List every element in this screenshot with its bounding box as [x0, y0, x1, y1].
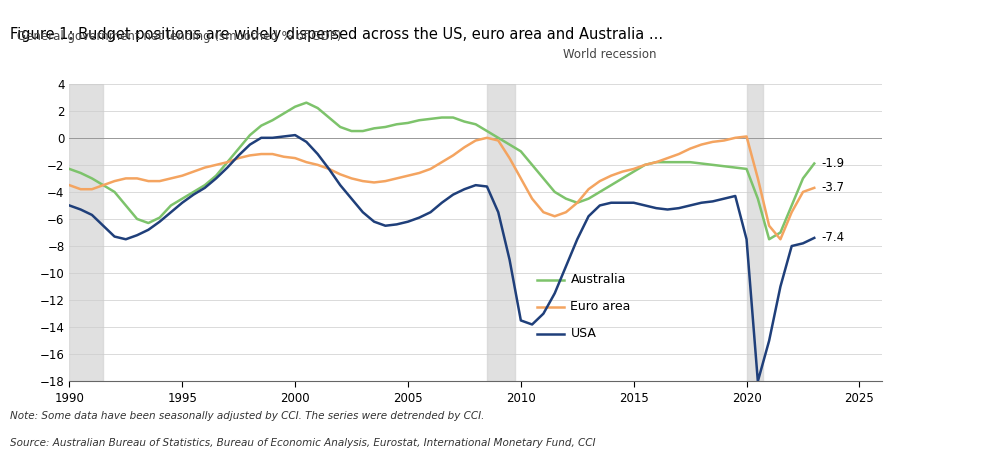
Text: World recession: World recession	[564, 48, 657, 61]
Bar	[69, 84, 103, 381]
Text: Note: Some data have been seasonally adjusted by CCI. The series were detrended : Note: Some data have been seasonally adj…	[10, 411, 485, 420]
Bar	[487, 84, 515, 381]
Text: Figure 1: Budget positions are widely dispersed across the US, euro area and Aus: Figure 1: Budget positions are widely di…	[10, 27, 663, 42]
Text: -1.9: -1.9	[821, 157, 844, 170]
Text: USA: USA	[571, 327, 597, 340]
Text: -3.7: -3.7	[821, 181, 844, 194]
Text: General government net lending (smoothed % of GDP): General government net lending (smoothed…	[17, 30, 341, 43]
Text: -7.4: -7.4	[821, 232, 844, 245]
Text: Euro area: Euro area	[571, 300, 631, 313]
Text: Australia: Australia	[571, 273, 626, 286]
Bar	[746, 84, 763, 381]
Text: Source: Australian Bureau of Statistics, Bureau of Economic Analysis, Eurostat, : Source: Australian Bureau of Statistics,…	[10, 438, 596, 448]
